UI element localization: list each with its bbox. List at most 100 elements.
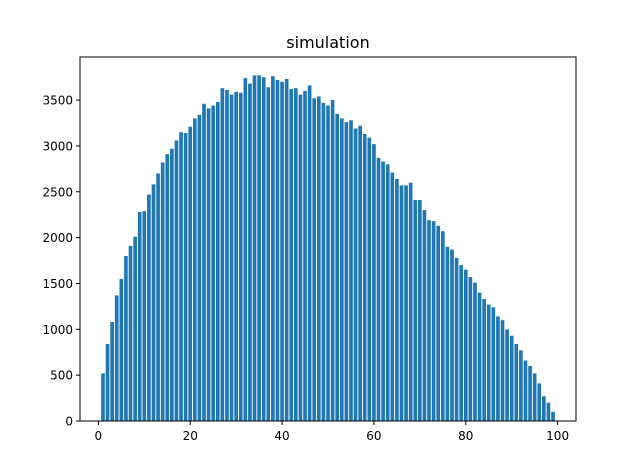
bar-57 [358,125,362,422]
bar-28 [225,90,229,421]
bar-96 [537,383,542,421]
bar-74 [436,225,441,421]
bar-11 [147,194,151,421]
y-tick-label-3500: 3500 [42,94,73,108]
y-tick-label-0: 0 [65,415,73,429]
bar-98 [546,402,551,421]
bar-99 [551,411,555,421]
x-tick-label-20: 20 [183,429,198,443]
y-axis: 0 500 1000 1500 2000 2500 3000 3500 [42,94,80,429]
bar-84 [482,299,486,421]
bar-15 [165,154,170,421]
bar-77 [450,249,454,421]
bar-44 [298,94,303,421]
bar-12 [151,184,156,421]
bar-25 [211,105,216,421]
bar-31 [238,92,243,421]
bar-42 [289,89,294,421]
bar-48 [316,96,321,422]
bar-62 [381,161,385,421]
bar-38 [271,76,275,421]
bar-97 [542,396,546,421]
bar-32 [243,78,248,421]
bar-27 [220,88,225,422]
bar-88 [500,320,505,421]
bar-40 [280,81,284,421]
bar-86 [491,307,496,421]
bar-37 [266,87,271,421]
bar-39 [275,79,280,422]
y-tick-label-1000: 1000 [42,323,73,337]
bar-49 [321,102,326,421]
bar-63 [385,164,390,421]
bar-67 [404,185,408,421]
bar-93 [523,360,528,421]
bar-24 [206,108,211,421]
bar-35 [257,75,261,421]
bar-17 [174,140,179,421]
bar-21 [192,118,197,422]
bar-56 [353,128,358,421]
bar-16 [170,148,174,421]
bar-3 [110,321,114,421]
bar-19 [183,133,188,421]
bar-13 [156,173,160,421]
bar-94 [528,365,532,421]
bar-8 [133,236,137,421]
bar-2 [105,343,110,421]
bar-29 [229,94,234,421]
bar-43 [294,88,298,422]
bar-18 [179,132,183,421]
bar-30 [234,91,238,421]
bar-55 [349,120,353,421]
bar-47 [312,98,317,421]
plot-frame [79,56,577,422]
bar-22 [197,114,202,421]
bar-34 [252,75,257,421]
bar-36 [261,77,266,422]
bar-76 [445,246,450,421]
y-tick-label-2500: 2500 [42,185,73,199]
bar-85 [486,304,491,421]
x-tick-label-0: 0 [95,429,103,443]
bar-66 [399,185,404,421]
bar-46 [307,85,312,422]
y-tick-label-2000: 2000 [42,231,73,245]
bar-81 [468,277,473,421]
bar-65 [395,178,399,421]
bar-20 [188,126,193,422]
bar-95 [532,373,537,421]
chart-title: simulation [286,33,369,52]
bar-54 [344,122,349,421]
bar-82 [473,282,477,421]
bar-91 [514,343,519,421]
bar-6 [124,255,128,421]
x-tick-label-40: 40 [274,429,289,443]
bar-70 [418,200,422,421]
bar-73 [431,221,436,421]
bar-50 [326,105,330,421]
bar-80 [463,269,468,421]
bar-71 [422,210,427,421]
bar-5 [119,278,124,421]
y-tick-label-1500: 1500 [42,277,73,291]
x-axis: 0 20 40 60 80 100 [95,421,569,443]
bar-52 [335,113,340,421]
y-tick-label-500: 500 [50,369,73,383]
x-tick-label-80: 80 [458,429,473,443]
bar-61 [376,157,381,422]
bar-60 [372,144,376,421]
bar-7 [128,245,133,421]
bar-69 [413,200,418,421]
bar-78 [454,257,459,421]
bar-23 [202,103,206,421]
bar-33 [248,83,252,421]
bar-10 [142,211,147,421]
x-tick-label-60: 60 [366,429,381,443]
bar-26 [215,101,220,422]
bar-89 [505,329,509,421]
bar-9 [137,211,142,421]
bar-14 [160,162,165,421]
bar-4 [114,295,119,421]
